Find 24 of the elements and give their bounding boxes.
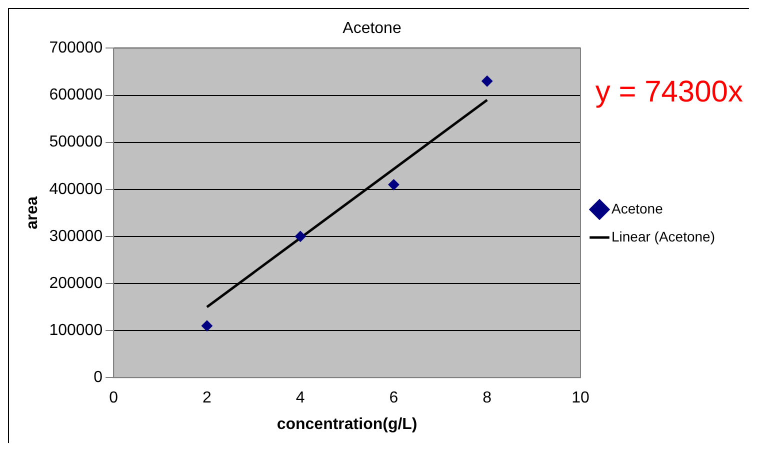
y-tick-label: 500000: [49, 134, 103, 151]
y-tick-label: 700000: [49, 40, 103, 57]
y-tick-label: 100000: [49, 322, 103, 339]
y-tick-label: 0: [94, 369, 103, 386]
y-axis-title: area: [24, 196, 42, 230]
legend-label: Acetone: [611, 200, 664, 216]
legend-label: Linear (Acetone): [611, 228, 716, 244]
x-tick-label: 4: [296, 390, 305, 407]
x-tick-label: 6: [389, 390, 398, 407]
y-tick-label: 300000: [49, 228, 103, 245]
chart-title: Acetone: [342, 20, 402, 38]
x-tick-label: 10: [572, 390, 590, 407]
point: [294, 230, 306, 242]
text: y = 74300x: [595, 75, 743, 108]
point: [388, 179, 400, 190]
y-tick-label: 600000: [49, 86, 103, 104]
y-tick-label: 400000: [49, 180, 103, 198]
x-axis-title: concentration(g/L): [276, 416, 418, 433]
x-tick-label: 2: [202, 390, 212, 407]
x-tick-label: 8: [482, 390, 492, 407]
point: [201, 320, 212, 332]
x-tick-label: 0: [109, 390, 118, 407]
point: [482, 76, 493, 87]
y-tick-label: 200000: [49, 274, 103, 292]
